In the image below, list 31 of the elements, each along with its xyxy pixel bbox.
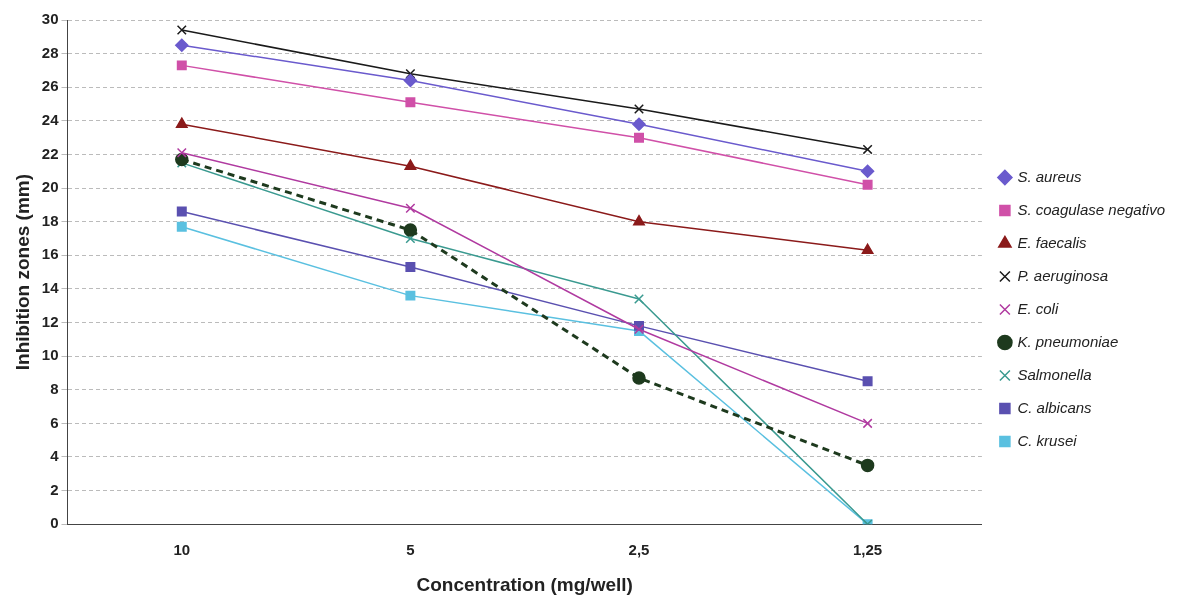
legend-label: E. coli — [1017, 299, 1059, 317]
y-tick-label: 24 — [41, 110, 60, 128]
y-tick-label: 6 — [50, 413, 59, 431]
x-tick-label: 10 — [173, 541, 191, 559]
y-tick-label: 20 — [41, 178, 59, 196]
x-tick-label: 5 — [406, 541, 415, 559]
y-tick-label: 10 — [41, 346, 59, 364]
y-tick-label: 18 — [41, 211, 59, 229]
y-tick-label: 28 — [41, 43, 59, 61]
y-tick-label: 0 — [50, 514, 59, 532]
y-tick-label: 16 — [41, 245, 59, 263]
x-axis-title: Concentration (mg/well) — [416, 573, 633, 595]
x-tick-label: 2,5 — [628, 541, 650, 559]
legend-label: C. albicans — [1017, 398, 1093, 416]
legend-label: Salmonella — [1017, 365, 1092, 383]
y-tick-label: 8 — [50, 379, 59, 397]
y-tick-label: 30 — [41, 10, 59, 28]
legend-label: K. pneumoniae — [1017, 332, 1119, 350]
y-tick-label: 22 — [41, 144, 59, 162]
legend-label: P. aeruginosa — [1017, 266, 1109, 284]
legend-label: S. coagulase negativo — [1017, 200, 1165, 218]
legend-label: S. aureus — [1017, 167, 1083, 185]
x-tick-label: 1,25 — [852, 541, 883, 559]
y-tick-label: 12 — [41, 312, 59, 330]
y-tick-label: 14 — [41, 279, 60, 297]
legend-label: C. krusei — [1017, 431, 1078, 449]
y-tick-label: 4 — [50, 447, 60, 465]
y-tick-label: 2 — [50, 480, 59, 498]
y-axis-title: Inhibition zones (mm) — [11, 173, 33, 371]
y-tick-label: 26 — [41, 77, 59, 95]
legend-label: E. faecalis — [1017, 233, 1088, 251]
